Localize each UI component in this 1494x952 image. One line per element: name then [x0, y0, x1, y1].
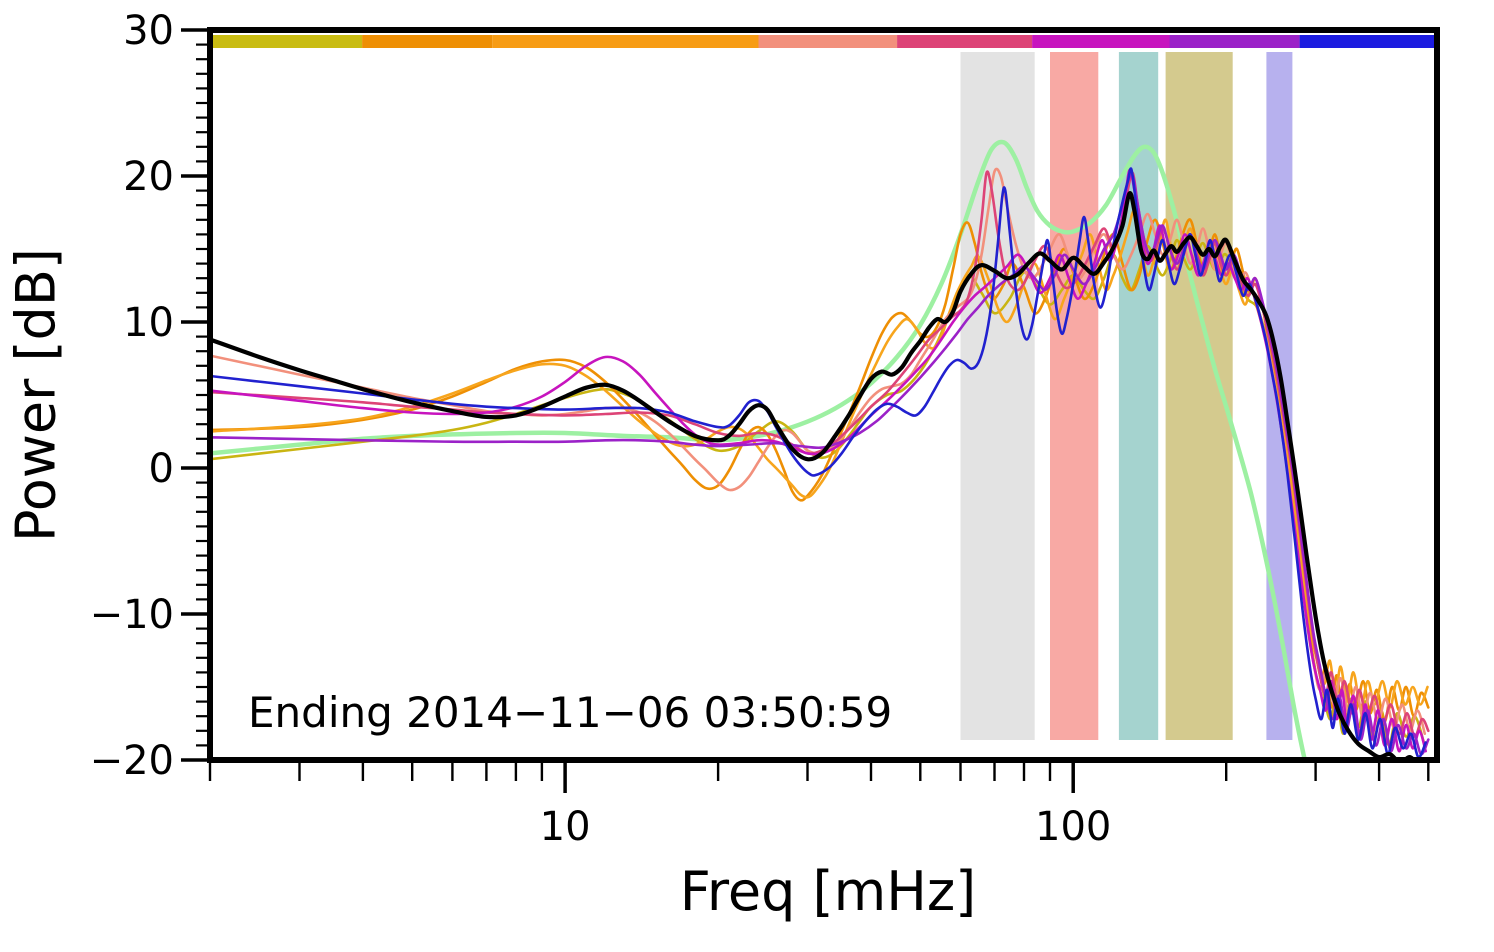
interval-bar-segment-olive — [210, 35, 363, 48]
band-teal — [1118, 52, 1159, 740]
interval-bar-segment-blue — [1299, 35, 1437, 48]
series-lightgreen — [210, 139, 1308, 760]
series-mean — [210, 191, 1417, 760]
interval-bar-segment-orange — [492, 35, 759, 48]
ending-time-annotation: Ending 2014−11−06 03:50:59 — [248, 688, 893, 737]
interval-bar-segment-salmon — [758, 35, 898, 48]
interval-bar-segment-purple — [1169, 35, 1300, 48]
x-axis-title: Freq [mHz] — [679, 860, 977, 923]
series-blue — [210, 167, 1427, 759]
y-tick-label: −20 — [90, 738, 174, 784]
band-gray — [960, 52, 1035, 740]
y-axis-title: Power [dB] — [4, 248, 68, 542]
y-tick-label: 30 — [123, 8, 174, 54]
y-tick-label: 0 — [149, 446, 174, 492]
y-tick-label: 10 — [123, 300, 174, 346]
y-tick-label: −10 — [90, 592, 174, 638]
band-red — [1050, 52, 1099, 740]
series-purple — [210, 173, 1430, 756]
x-tick-label: 10 — [540, 804, 591, 850]
y-tick-label: 20 — [123, 154, 174, 200]
interval-bar-segment-orange-dark — [362, 35, 493, 48]
interval-bar-segment-rose — [897, 35, 1033, 48]
x-tick-label: 100 — [1035, 804, 1111, 850]
series-orange — [210, 209, 1429, 709]
interval-bar-segment-magenta — [1032, 35, 1170, 48]
series-olive — [210, 238, 1426, 747]
plot-frame — [207, 27, 1440, 763]
